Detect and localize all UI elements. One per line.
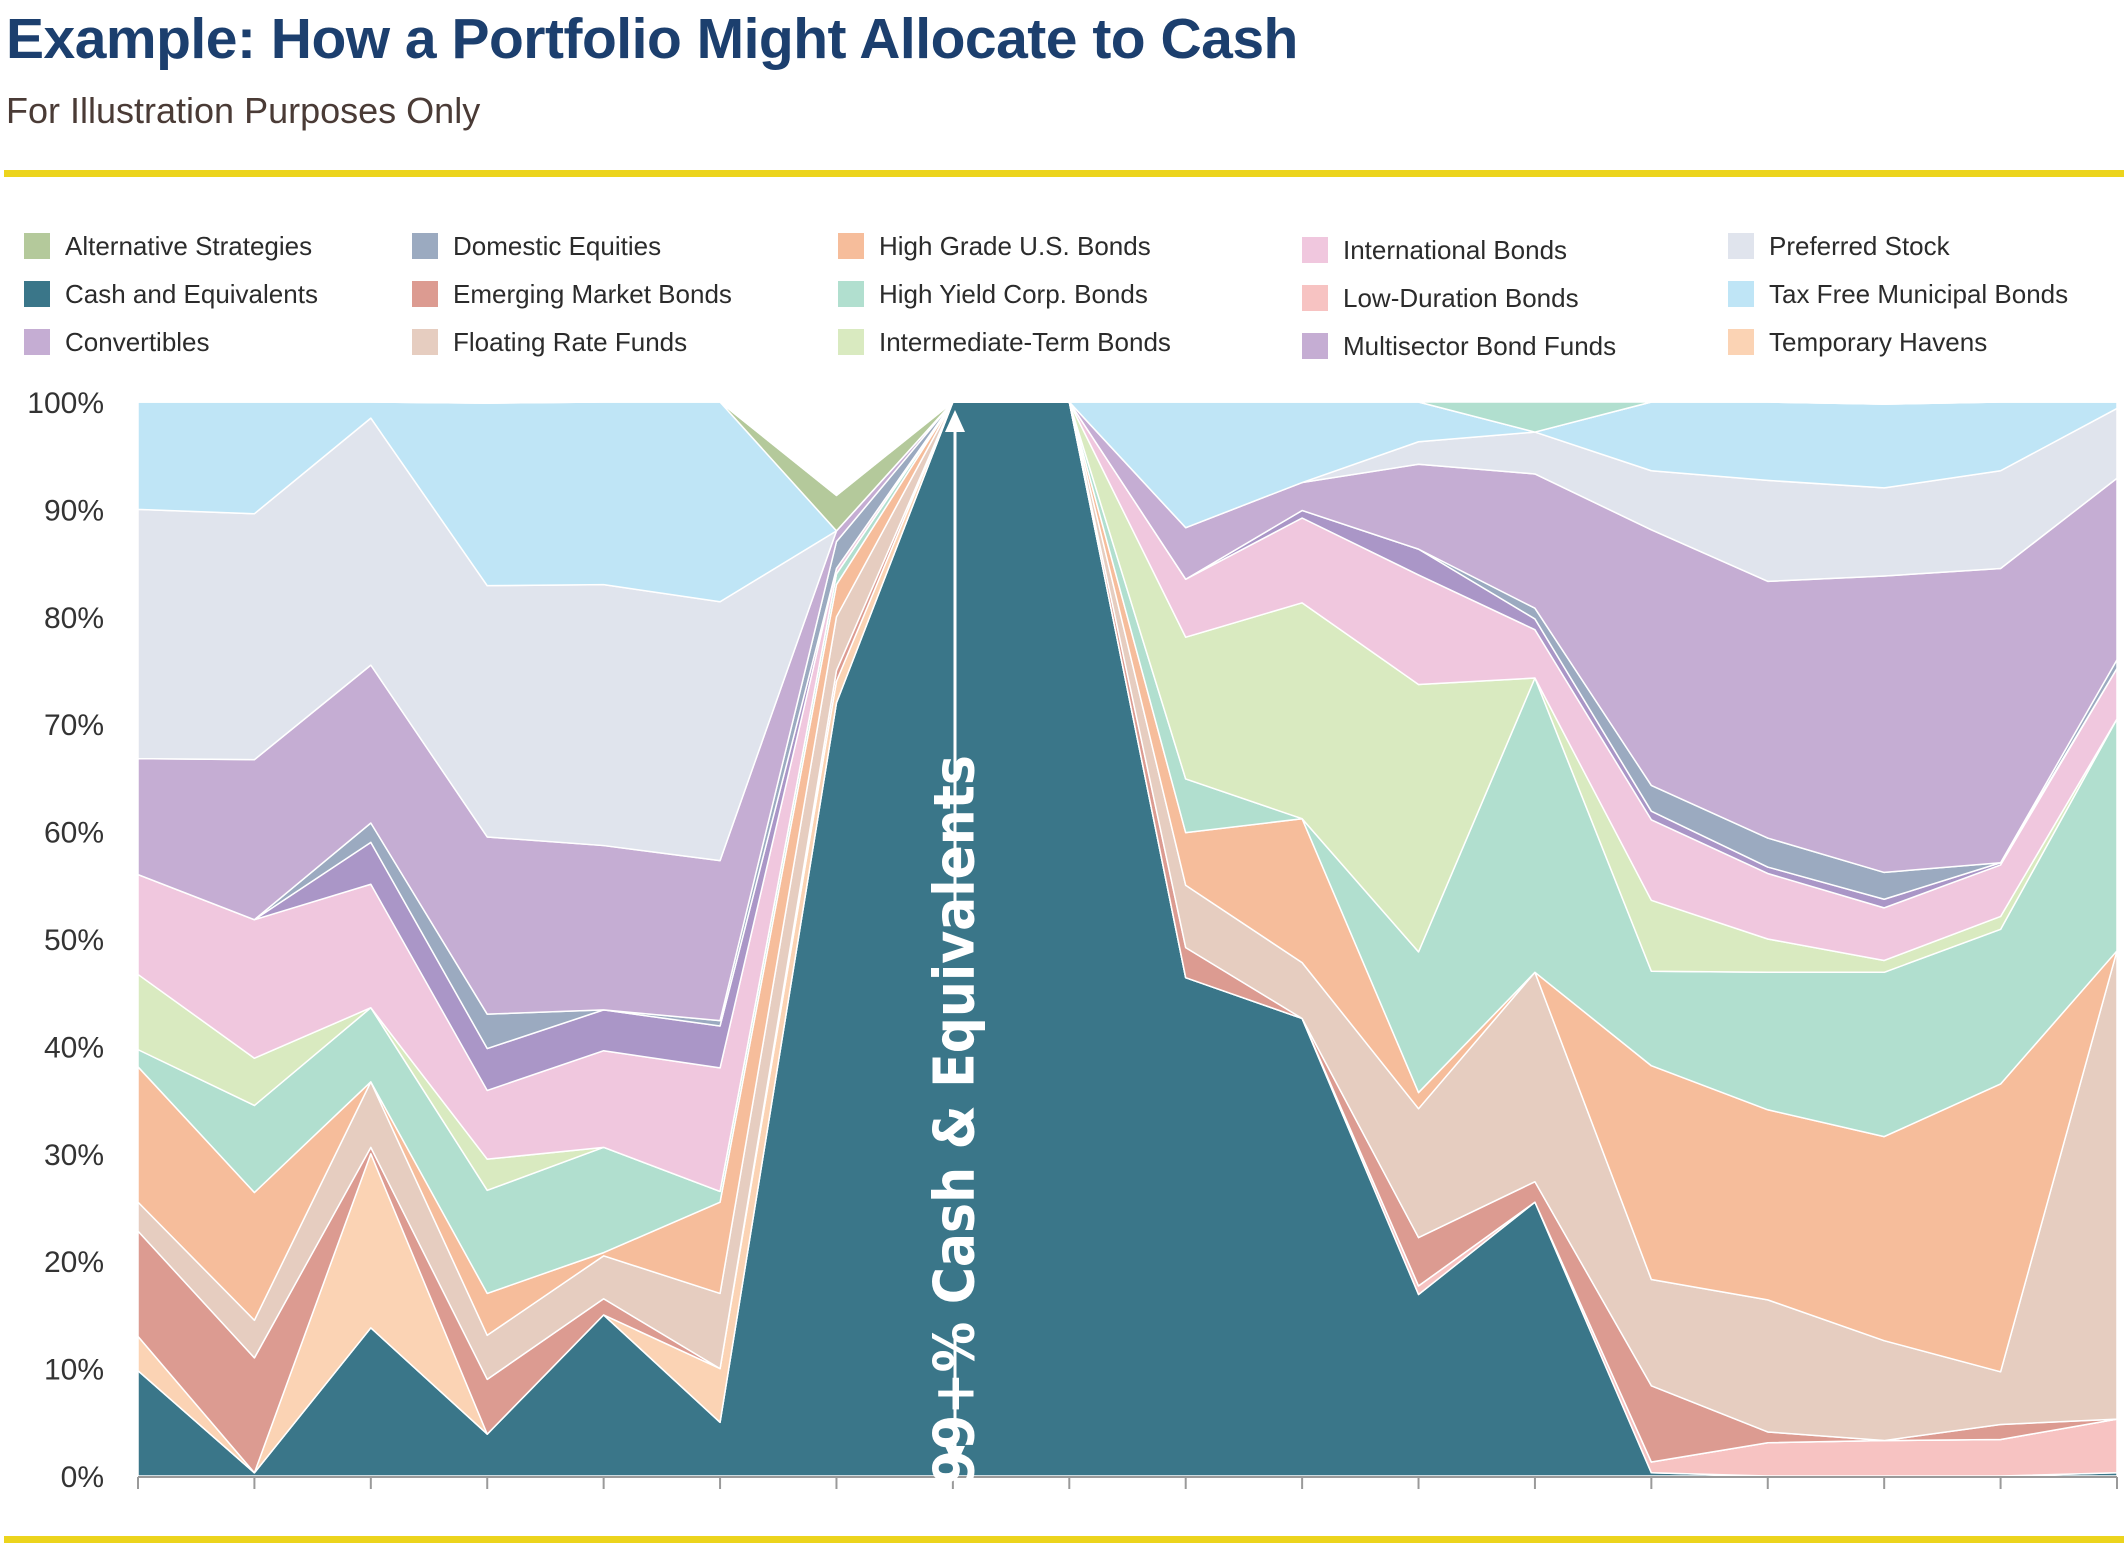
legend-label: Floating Rate Funds [453,326,688,357]
legend-label: Intermediate-Term Bonds [879,326,1171,357]
legend-swatch [838,281,864,307]
area-high-yield-corp-bonds [137,401,2118,497]
legend-label: Alternative Strategies [65,230,313,261]
legend-item-intermediate-term-bonds: Intermediate-Term Bonds [838,322,1171,362]
legend-item-low-duration-bonds: Low-Duration Bonds [1302,278,1579,318]
chart-legend: Alternative Strategies Cash and Equivale… [0,222,2127,372]
legend-swatch [1728,233,1754,259]
annotation-arrowhead-down [945,1446,965,1468]
legend-label: Preferred Stock [1769,230,1950,261]
y-axis: 0% 10% 20% 30% 40% 50% 60% 70% 80% 90% 100% [27,387,104,1494]
legend-label: Emerging Market Bonds [453,278,732,309]
legend-label: Low-Duration Bonds [1343,282,1579,313]
legend-label: Convertibles [65,326,210,357]
legend-swatch [1302,237,1328,263]
x-axis [137,1476,2118,1489]
y-tick-label: 80% [44,602,104,635]
y-tick-label: 40% [44,1031,104,1064]
y-tick-label: 70% [44,709,104,742]
legend-item-high-grade-us-bonds: High Grade U.S. Bonds [838,226,1151,266]
top-divider [4,170,2124,177]
legend-swatch [1728,281,1754,307]
y-tick-label: 100% [27,387,104,420]
bottom-divider [4,1536,2124,1543]
legend-label: High Grade U.S. Bonds [879,230,1151,261]
legend-swatch [1302,333,1328,359]
legend-swatch [24,329,50,355]
legend-label: Cash and Equivalents [65,278,318,309]
y-tick-label: 30% [44,1139,104,1172]
y-tick-label: 50% [44,924,104,957]
legend-item-domestic-equities: Domestic Equities [412,226,661,266]
legend-item-multisector-bond-funds: Multisector Bond Funds [1302,326,1616,366]
legend-swatch [24,281,50,307]
legend-item-preferred-stock: Preferred Stock [1728,226,1950,266]
y-tick-label: 20% [44,1246,104,1279]
legend-item-cash-and-equivalents: Cash and Equivalents [24,274,318,314]
y-tick-label: 0% [61,1461,104,1494]
legend-item-floating-rate-funds: Floating Rate Funds [412,322,687,362]
area-layers [137,401,2118,1477]
y-tick-label: 10% [44,1354,104,1387]
cash-annotation: 99+% Cash & Equivalents [923,410,988,1485]
legend-label: Domestic Equities [453,230,662,261]
legend-item-emerging-market-bonds: Emerging Market Bonds [412,274,732,314]
legend-item-international-bonds: International Bonds [1302,230,1567,270]
annotation-label: 99+% Cash & Equivalents [923,755,988,1485]
legend-swatch [24,233,50,259]
legend-item-temporary-havens: Temporary Havens [1728,322,1987,362]
annotation-arrowhead-up [945,410,965,432]
legend-label: High Yield Corp. Bonds [879,278,1148,309]
legend-swatch [412,329,438,355]
legend-swatch [838,233,864,259]
legend-swatch [1728,329,1754,355]
y-tick-label: 60% [44,817,104,850]
legend-item-alternative-strategies: Alternative Strategies [24,226,312,266]
legend-swatch [412,233,438,259]
legend-item-high-yield-corp-bonds: High Yield Corp. Bonds [838,274,1148,314]
legend-swatch [838,329,864,355]
stacked-area-chart: 0% 10% 20% 30% 40% 50% 60% 70% 80% 90% 100% 99+% C… [27,387,2118,1494]
legend-label: International Bonds [1343,234,1568,265]
chart-subtitle: For Illustration Purposes Only [6,90,481,131]
legend-label: Multisector Bond Funds [1343,330,1617,361]
legend-label: Tax Free Municipal Bonds [1769,278,2069,309]
legend-swatch [412,281,438,307]
legend-item-convertibles: Convertibles [24,322,210,362]
y-tick-label: 90% [44,494,104,527]
legend-item-tax-free-municipal-bonds: Tax Free Municipal Bonds [1728,274,2068,314]
legend-swatch [1302,285,1328,311]
legend-label: Temporary Havens [1769,326,1988,357]
chart-title: Example: How a Portfolio Might Allocate … [6,7,1298,71]
